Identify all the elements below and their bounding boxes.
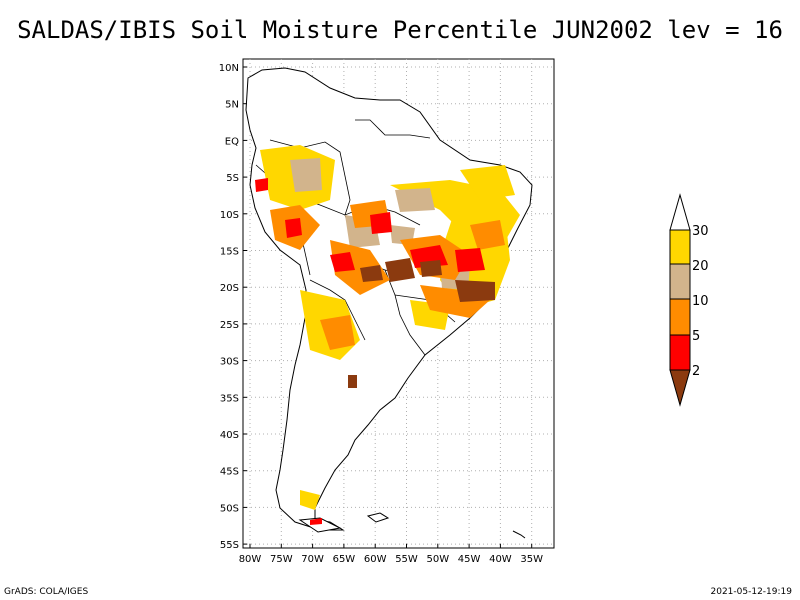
lon-tick-label: 60W — [364, 554, 387, 565]
lat-tick-label: 55S — [220, 540, 239, 551]
percentile-below-2-areas — [348, 258, 495, 388]
south-georgia — [512, 530, 526, 539]
lat-tick-label: 25S — [220, 320, 239, 331]
footer-credit: GrADS: COLA/IGES — [4, 587, 89, 597]
soil-moisture-field — [255, 145, 520, 525]
footer-timestamp: 2021-05-12-19:19 — [710, 587, 793, 597]
latitude-axis: 10N 5N EQ 5S 10S 15S 20S 25S 30S 35S 40S 45S 50S 55S — [219, 63, 247, 551]
colorbar-10-20 — [669, 263, 691, 300]
colorbar-2-5 — [669, 334, 691, 371]
lat-tick-label: 50S — [220, 503, 239, 514]
colorbar-label-10: 10 — [692, 294, 709, 309]
lon-tick-label: 75W — [270, 554, 293, 565]
lat-tick-label: 30S — [220, 357, 239, 368]
colorbar-20-30 — [669, 229, 691, 265]
lat-tick-label: 15S — [220, 247, 239, 258]
falkland-islands — [366, 512, 390, 523]
map-title: SALDAS/IBIS Soil Moisture Percentile JUN… — [17, 16, 783, 44]
lat-tick-label: 10S — [220, 210, 239, 221]
colorbar-label-30: 30 — [692, 224, 709, 239]
colorbar-label-2: 2 — [692, 364, 700, 379]
lon-tick-label: 80W — [239, 554, 262, 565]
lat-tick-label: EQ — [225, 136, 239, 147]
lat-tick-label: 5S — [226, 173, 239, 184]
lon-tick-label: 55W — [395, 554, 418, 565]
lat-tick-label: 10N — [219, 63, 239, 74]
lon-tick-label: 50W — [426, 554, 449, 565]
lat-tick-label: 45S — [220, 467, 239, 478]
percentile-2-5-areas — [255, 178, 485, 525]
lon-tick-label: 45W — [458, 554, 481, 565]
colorbar: 30 20 10 5 2 — [669, 193, 709, 407]
lat-tick-label: 35S — [220, 393, 239, 404]
lon-tick-label: 70W — [301, 554, 324, 565]
colorbar-above-30 — [669, 193, 691, 231]
lon-tick-label: 40W — [489, 554, 512, 565]
lat-tick-label: 5N — [225, 100, 239, 111]
lat-tick-label: 20S — [220, 283, 239, 294]
lon-tick-label: 35W — [520, 554, 543, 565]
lat-tick-label: 40S — [220, 430, 239, 441]
colorbar-label-5: 5 — [692, 329, 700, 344]
longitude-axis: 80W 75W 70W 65W 60W 55W 50W 45W 40W 35W — [239, 544, 543, 565]
colorbar-below-2 — [669, 369, 691, 407]
lon-tick-label: 65W — [333, 554, 356, 565]
colorbar-5-10 — [669, 298, 691, 336]
colorbar-label-20: 20 — [692, 259, 709, 274]
